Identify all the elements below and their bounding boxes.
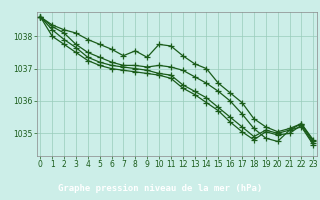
Text: Graphe pression niveau de la mer (hPa): Graphe pression niveau de la mer (hPa) (58, 184, 262, 193)
